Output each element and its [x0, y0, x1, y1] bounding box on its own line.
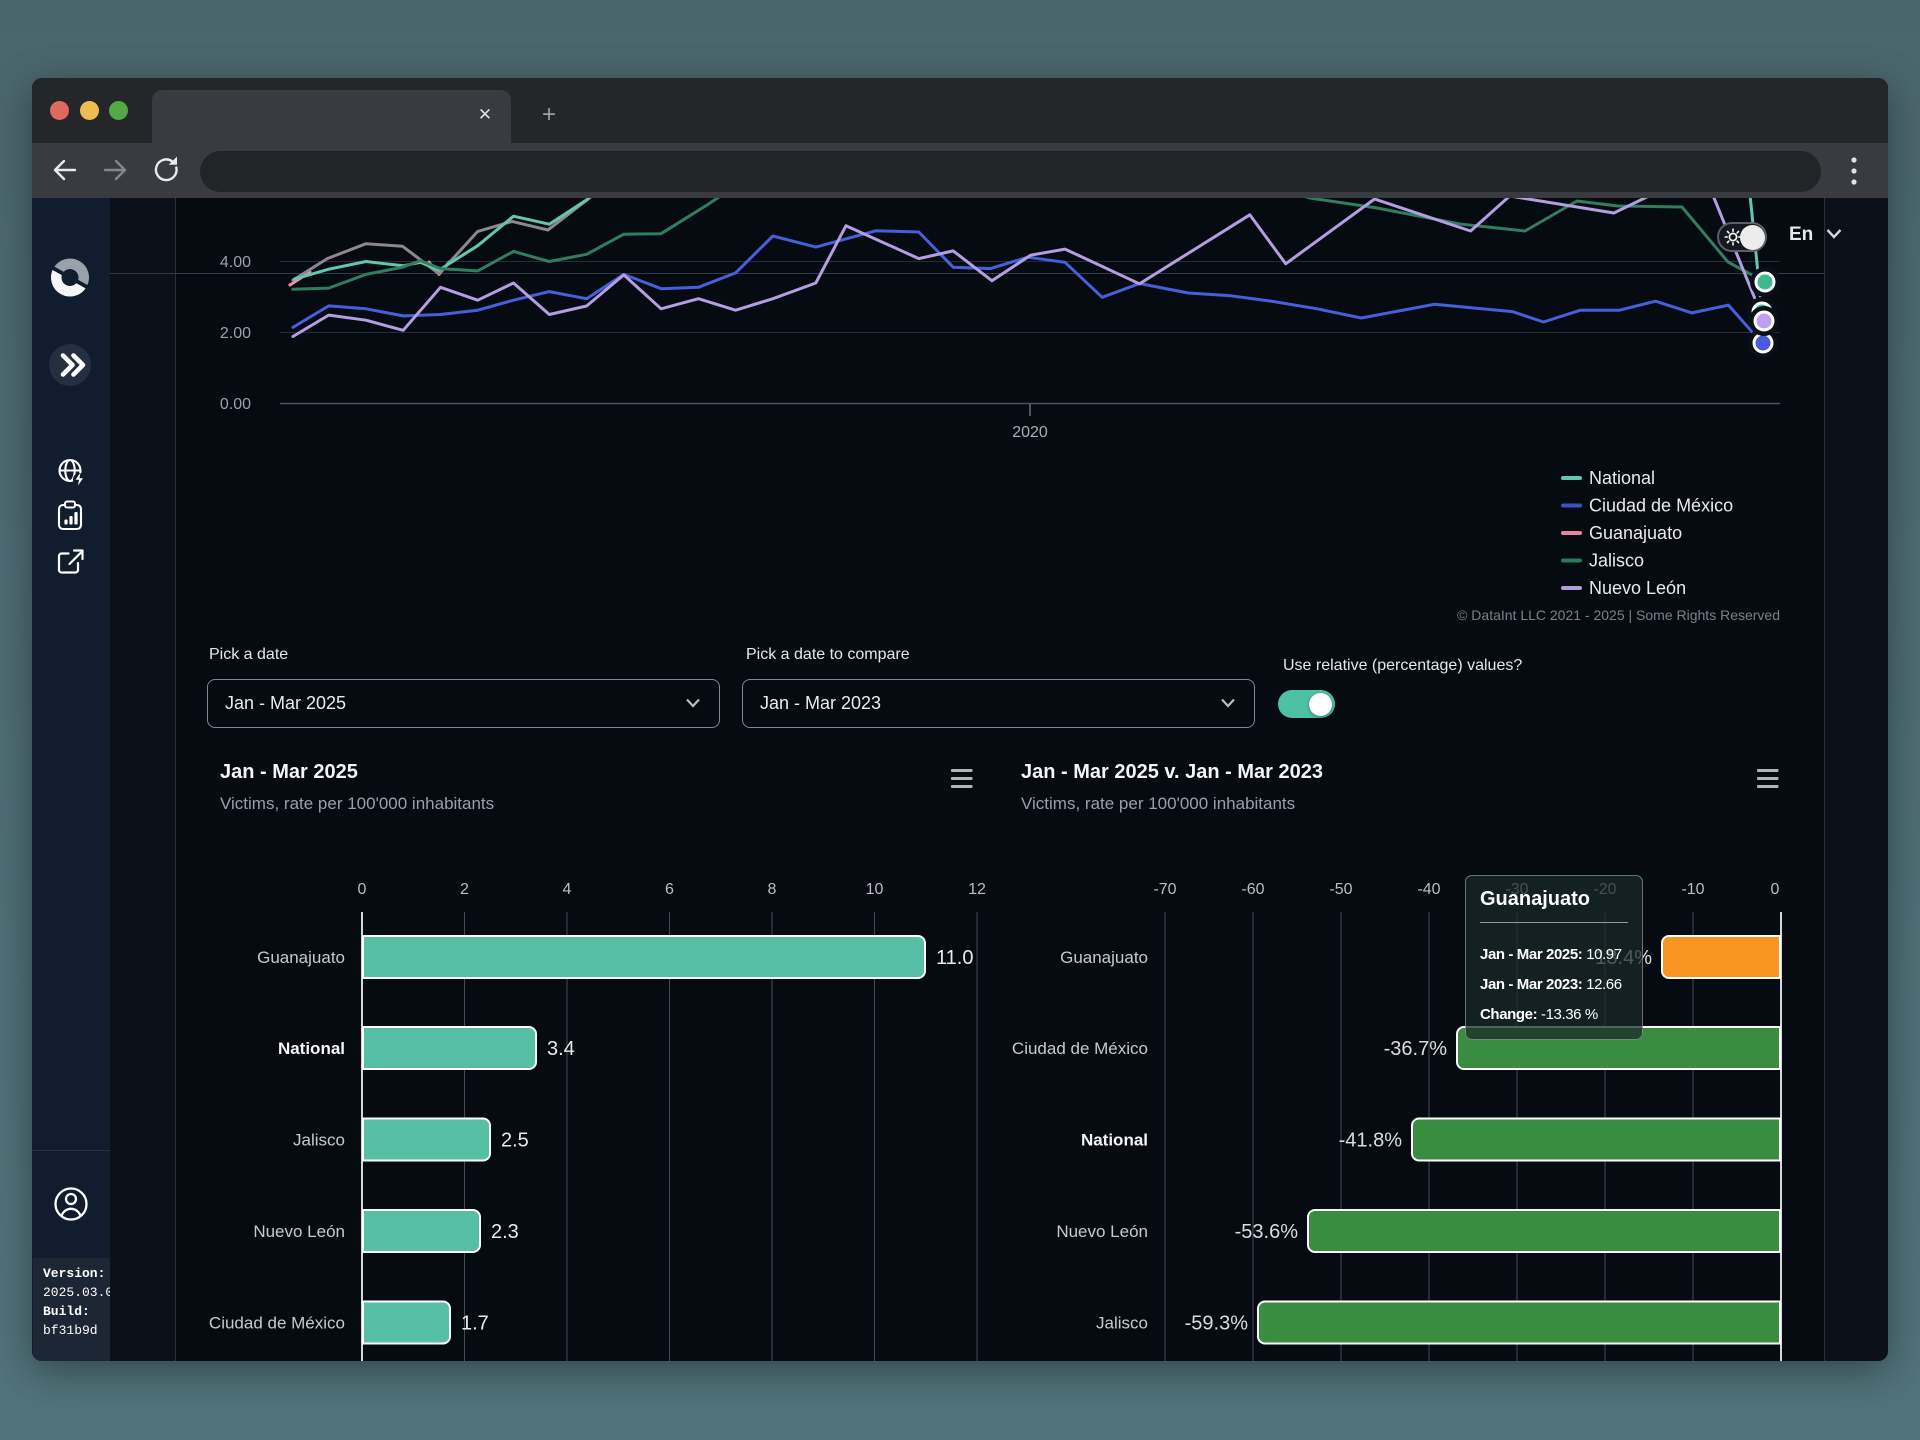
svg-text:Guanajuato: Guanajuato — [1060, 948, 1148, 967]
svg-text:-70: -70 — [1153, 881, 1176, 898]
svg-text:-36.7%: -36.7% — [1384, 1038, 1448, 1060]
svg-text:-40: -40 — [1417, 881, 1440, 898]
svg-text:Nuevo León: Nuevo León — [1056, 1222, 1148, 1241]
svg-text:0: 0 — [358, 881, 367, 898]
svg-text:0: 0 — [1771, 881, 1780, 898]
svg-text:Jalisco: Jalisco — [1589, 551, 1644, 571]
svg-text:2020: 2020 — [1012, 424, 1048, 441]
svg-text:8: 8 — [768, 881, 777, 898]
svg-text:Ciudad de México: Ciudad de México — [1589, 496, 1733, 516]
svg-text:-53.6%: -53.6% — [1235, 1221, 1299, 1243]
svg-text:National: National — [278, 1039, 345, 1058]
svg-text:Ciudad de México: Ciudad de México — [209, 1314, 345, 1333]
svg-text:-41.8%: -41.8% — [1339, 1130, 1403, 1152]
svg-text:Guanajuato: Guanajuato — [257, 948, 345, 967]
svg-text:-50: -50 — [1329, 881, 1352, 898]
svg-text:11.0: 11.0 — [936, 947, 973, 969]
svg-text:1.7: 1.7 — [461, 1313, 489, 1335]
svg-text:3.4: 3.4 — [547, 1038, 575, 1060]
svg-text:4: 4 — [563, 881, 572, 898]
svg-text:4.00: 4.00 — [220, 254, 251, 271]
svg-text:-60: -60 — [1241, 881, 1264, 898]
svg-text:Guanajuato: Guanajuato — [1589, 523, 1682, 543]
svg-text:Nuevo León: Nuevo León — [1589, 578, 1686, 598]
svg-text:National: National — [1081, 1131, 1148, 1150]
svg-text:Ciudad de México: Ciudad de México — [1012, 1039, 1148, 1058]
svg-text:© DataInt LLC 2021 - 2025 | So: © DataInt LLC 2021 - 2025 | Some Rights … — [1457, 607, 1780, 623]
svg-text:2.5: 2.5 — [501, 1130, 529, 1152]
svg-text:10: 10 — [866, 881, 884, 898]
svg-text:2.00: 2.00 — [220, 325, 251, 342]
svg-text:Jalisco: Jalisco — [293, 1131, 345, 1150]
svg-text:National: National — [1589, 468, 1655, 488]
svg-text:-10: -10 — [1681, 881, 1704, 898]
svg-text:-59.3%: -59.3% — [1185, 1313, 1249, 1335]
svg-text:6: 6 — [665, 881, 674, 898]
svg-text:Jalisco: Jalisco — [1096, 1314, 1148, 1333]
svg-text:0.00: 0.00 — [220, 396, 251, 413]
svg-text:12: 12 — [968, 881, 986, 898]
svg-text:2: 2 — [460, 881, 469, 898]
svg-text:Nuevo León: Nuevo León — [253, 1222, 345, 1241]
svg-text:2.3: 2.3 — [491, 1221, 519, 1243]
